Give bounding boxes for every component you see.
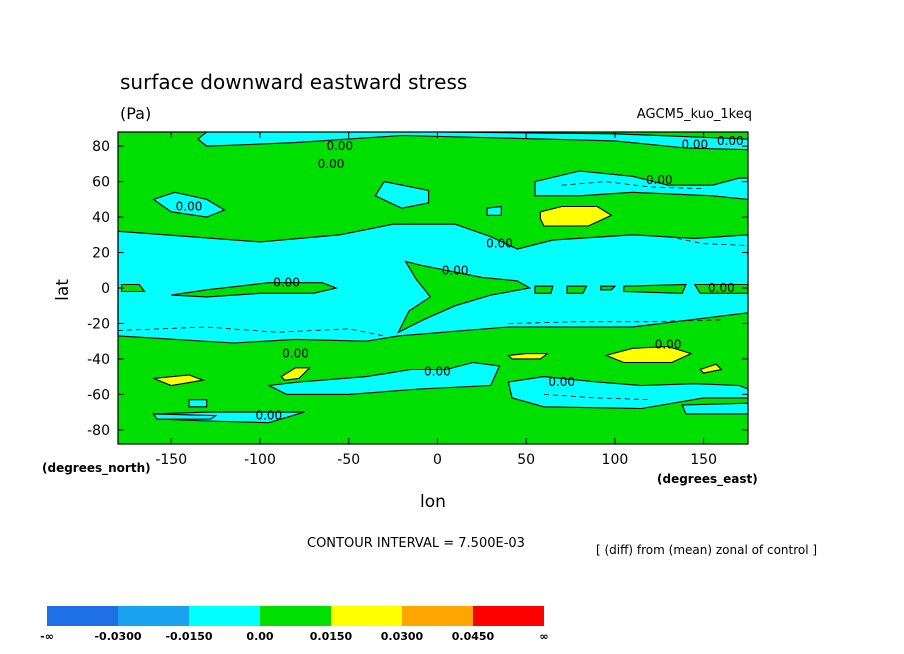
colorbar-swatch (118, 606, 189, 626)
contour-region (600, 285, 617, 291)
contour-region (699, 363, 723, 374)
x-tick-label: 50 (517, 452, 535, 468)
colorbar-label: -0.0150 (165, 630, 212, 643)
contour-region (153, 374, 206, 387)
contour-region (152, 191, 226, 218)
x-tick-label: 0 (433, 452, 442, 468)
contour-region (266, 361, 501, 395)
contour-region (374, 180, 430, 209)
contour-value-label: 0.00 (176, 200, 203, 214)
y-tick-label: -80 (87, 423, 110, 439)
contour-interval: CONTOUR INTERVAL = 7.500E-03 (307, 536, 525, 551)
colorbar-label: 0.0300 (381, 630, 424, 643)
colorbar-swatch (189, 606, 260, 626)
contour-region (539, 205, 613, 227)
colorbar-label: 0.0450 (452, 630, 495, 643)
plot-area: 0.00 0.00 0.00 0.00 0.00 0.00 0.00 0.00 0.00 0.00… (117, 131, 749, 445)
colorbar-swatch (402, 606, 473, 626)
colorbar-label: -0.0300 (94, 630, 141, 643)
x-axis-label: lon (420, 492, 446, 512)
contour-region (623, 283, 687, 294)
contour-value-label: 0.00 (548, 375, 575, 389)
colorbar-label: 0.00 (246, 630, 273, 643)
y-units-label: (degrees_north) (42, 461, 151, 476)
contour-value-label: 0.00 (442, 263, 469, 277)
negative-contour-line (117, 326, 385, 337)
x-units-label: (degrees_east) (657, 472, 758, 487)
y-tick-label: -20 (87, 316, 110, 332)
contour-value-label: 0.00 (282, 347, 309, 361)
chart-title: surface downward eastward stress (120, 70, 467, 94)
contour-region (171, 282, 339, 298)
contour-region (604, 345, 693, 364)
contour-region (534, 285, 554, 294)
contour-region (507, 353, 550, 360)
contour-value-label: 0.00 (318, 157, 345, 171)
contour-value-label: 0.00 (708, 281, 735, 295)
colorbar-label: -∞ (40, 630, 54, 643)
y-tick-label: 60 (92, 175, 110, 191)
y-tick-label: 40 (92, 210, 110, 226)
experiment-label: AGCM5_kuo_1keq (637, 107, 752, 122)
contour-value-label: 0.00 (255, 409, 282, 423)
contour-value-label: 0.00 (486, 237, 513, 251)
colorbar-swatch (260, 606, 331, 626)
contour-value-label: 0.00 (681, 137, 708, 151)
negative-contour-line (668, 236, 749, 246)
contour-value-label: 0.00 (424, 364, 451, 378)
x-tick-label: 100 (602, 452, 629, 468)
colorbar-swatch (331, 606, 402, 626)
y-tick-label: 80 (92, 139, 110, 155)
colorbar-label: ∞ (539, 630, 548, 643)
x-axis-ticks: -150 -100 -50 0 50 100 150 (155, 132, 717, 468)
x-tick-label: -100 (244, 452, 276, 468)
contour-region (188, 399, 208, 408)
contour-region (152, 413, 218, 420)
x-tick-label: -50 (337, 452, 360, 468)
y-axis-label: lat (53, 279, 73, 301)
contour-value-label: 0.00 (655, 338, 682, 352)
contour-region (681, 402, 749, 415)
contour-value-label: 0.00 (717, 134, 744, 148)
colorbar-label: 0.0150 (310, 630, 353, 643)
y-tick-label: 0 (101, 281, 110, 297)
contour-region (280, 367, 312, 381)
contour-region (566, 285, 588, 294)
y-tick-label: -60 (87, 387, 110, 403)
negative-contours (117, 181, 749, 401)
y-tick-label: 20 (92, 246, 110, 262)
colorbar-swatch (47, 606, 118, 626)
colorbar: -∞ -0.0300 -0.0150 0.00 0.0150 0.0300 0.0450 ∞ (40, 606, 549, 643)
x-tick-label: -150 (155, 452, 187, 468)
colorbar-swatch (473, 606, 544, 626)
contour-fills (117, 131, 749, 444)
contour-region (120, 283, 146, 293)
contour-region (486, 205, 502, 216)
contour-value-label: 0.00 (646, 173, 673, 187)
comparison-note: [ (diff) from (mean) zonal of control ] (596, 543, 817, 557)
units-label: (Pa) (120, 104, 151, 123)
contour-value-label: 0.00 (273, 276, 300, 290)
negative-contour-line (561, 181, 704, 190)
y-tick-label: -40 (87, 352, 110, 368)
contour-region (397, 260, 532, 334)
contour-value-label: 0.00 (326, 139, 353, 153)
x-tick-label: 150 (690, 452, 717, 468)
contour-labels: 0.00 0.00 0.00 0.00 0.00 0.00 0.00 0.00 0.00 0.00… (176, 134, 744, 423)
y-axis-ticks: 80 60 40 20 0 -20 -40 -60 -80 (87, 139, 748, 439)
